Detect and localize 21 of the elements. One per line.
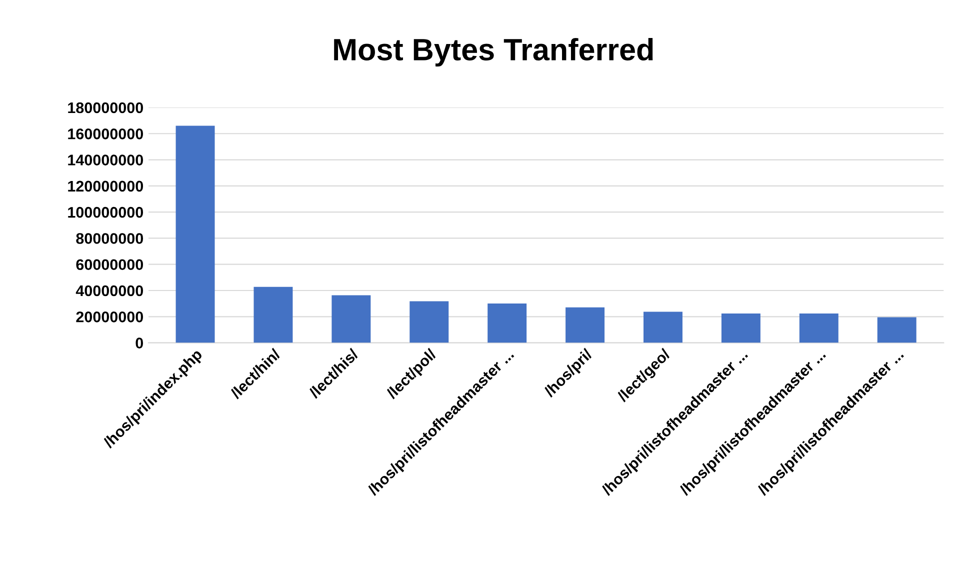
- y-tick-label: 120000000: [68, 180, 144, 192]
- y-tick-label: 140000000: [68, 154, 144, 166]
- y-tick-label: 60000000: [76, 259, 144, 270]
- bar: [644, 312, 682, 343]
- bar: [332, 295, 371, 343]
- bar: [799, 314, 838, 343]
- bar: [410, 301, 449, 343]
- bar: [877, 317, 916, 343]
- y-tick-label: 180000000: [68, 102, 144, 114]
- bar: [488, 303, 527, 343]
- chart-title: Most Bytes Tranferred: [334, 38, 653, 67]
- y-tick-label: 0: [136, 338, 144, 348]
- bar: [721, 314, 760, 343]
- bar: [254, 286, 293, 343]
- bar: [566, 307, 605, 343]
- bar: [176, 126, 215, 343]
- y-tick-label: 40000000: [76, 285, 144, 296]
- y-tick-label: 20000000: [76, 312, 144, 322]
- y-tick-label: 160000000: [68, 128, 144, 140]
- y-tick-label: 100000000: [68, 206, 144, 218]
- y-tick-label: 80000000: [76, 233, 144, 244]
